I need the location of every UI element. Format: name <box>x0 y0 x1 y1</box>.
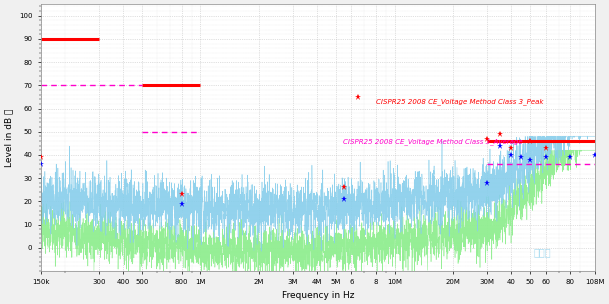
Text: CISPR25 2008 CE_Voltage Method Class 3_Average: CISPR25 2008 CE_Voltage Method Class 3_A… <box>343 138 523 145</box>
Text: CISPR25 2008 CE_Voltage Method Class 3_Peak: CISPR25 2008 CE_Voltage Method Class 3_P… <box>376 98 543 105</box>
Text: 日月辰: 日月辰 <box>533 247 551 257</box>
Y-axis label: Level in dB 巛: Level in dB 巛 <box>4 108 13 167</box>
X-axis label: Frequency in Hz: Frequency in Hz <box>281 291 354 300</box>
